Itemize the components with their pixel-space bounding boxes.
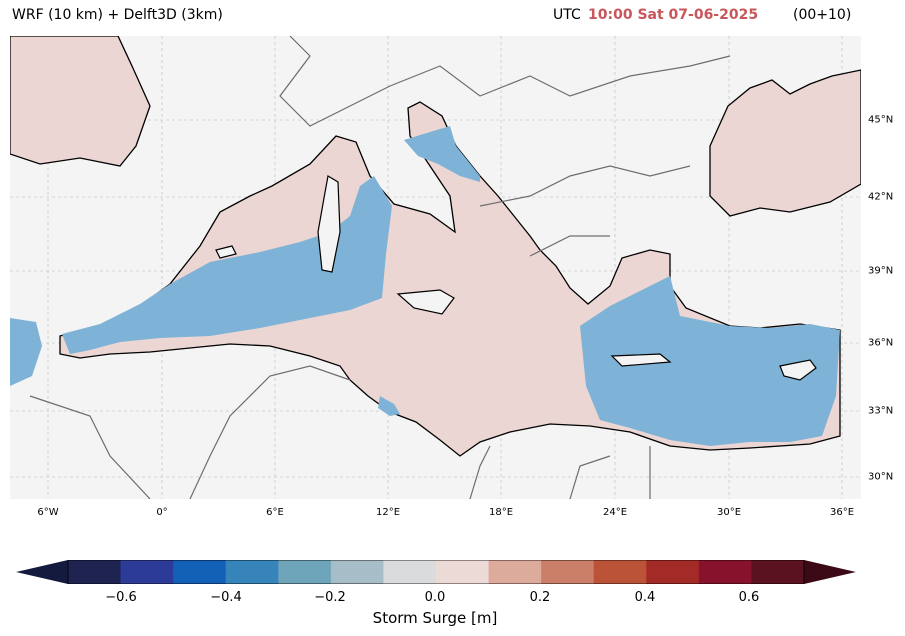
colorbar-tick: −0.4 — [210, 590, 242, 605]
colorbar-segment — [278, 560, 332, 584]
caspian-sea — [10, 36, 151, 167]
colorbar-tick: 0.0 — [424, 590, 446, 605]
colorbar-tick: −0.2 — [314, 590, 346, 605]
island-sicily — [396, 289, 455, 315]
colorbar-segment — [488, 560, 542, 584]
valid-time: 10:00 Sat 07-06-2025 — [588, 7, 759, 23]
lat-tick: 33°N — [868, 405, 894, 417]
negative-surge — [10, 126, 840, 446]
island-corsica-sardinia — [317, 175, 341, 273]
surge-west-med — [62, 176, 392, 354]
colorbar-extend-min — [16, 560, 68, 584]
colorbar-segment — [698, 560, 752, 584]
colorbar-segments — [68, 560, 805, 584]
utc-label: UTC — [553, 7, 581, 23]
colorbar-segment — [646, 560, 700, 584]
surge-map — [10, 36, 861, 499]
model-title: WRF (10 km) + Delft3D (3km) — [12, 7, 223, 23]
lat-tick: 39°N — [868, 265, 894, 277]
island-crete — [610, 353, 672, 367]
colorbar-tick: 0.4 — [634, 590, 656, 605]
lon-tick: 6°E — [266, 507, 284, 518]
island-balearic — [215, 245, 237, 259]
colorbar-segment — [68, 560, 122, 584]
colorbar-tick: 0.2 — [529, 590, 551, 605]
lat-tick: 42°N — [868, 191, 894, 203]
black-sea — [709, 69, 861, 217]
colorbar-segment — [383, 560, 437, 584]
colorbar-label: Storm Surge [m] — [372, 609, 498, 627]
colorbar-segment — [593, 560, 647, 584]
colorbar-segment — [225, 560, 279, 584]
lat-tick: 36°N — [868, 337, 894, 349]
country-borders — [29, 36, 731, 499]
colorbar-outline — [67, 560, 805, 584]
colorbar-segment — [173, 560, 227, 584]
colorbar-tick: 0.6 — [738, 590, 760, 605]
lon-tick: 0° — [156, 507, 168, 518]
surge-adriatic — [404, 126, 480, 182]
colorbar-segment — [436, 560, 490, 584]
colorbar — [16, 560, 856, 584]
surge-east-med — [580, 276, 840, 446]
lon-tick: 36°E — [829, 507, 855, 518]
lon-tick: 12°E — [375, 507, 401, 518]
surge-gulf-sidra — [378, 396, 400, 416]
lead-time: (00+10) — [793, 7, 852, 23]
lon-tick: 24°E — [602, 507, 628, 518]
lat-tick: 45°N — [868, 114, 894, 126]
colorbar-segment — [330, 560, 384, 584]
surge-atlantic — [10, 318, 42, 386]
colorbar-segment — [751, 560, 805, 584]
lon-tick: 30°E — [716, 507, 742, 518]
colorbar-tick: −0.6 — [105, 590, 137, 605]
colorbar-extend-max — [804, 560, 856, 584]
islands — [215, 175, 817, 381]
colorbar-segment — [541, 560, 595, 584]
island-cyprus — [779, 359, 817, 381]
colorbar-segment — [120, 560, 174, 584]
lon-tick: 6°W — [37, 507, 59, 518]
lat-tick: 30°N — [868, 471, 894, 483]
lon-tick: 18°E — [488, 507, 514, 518]
